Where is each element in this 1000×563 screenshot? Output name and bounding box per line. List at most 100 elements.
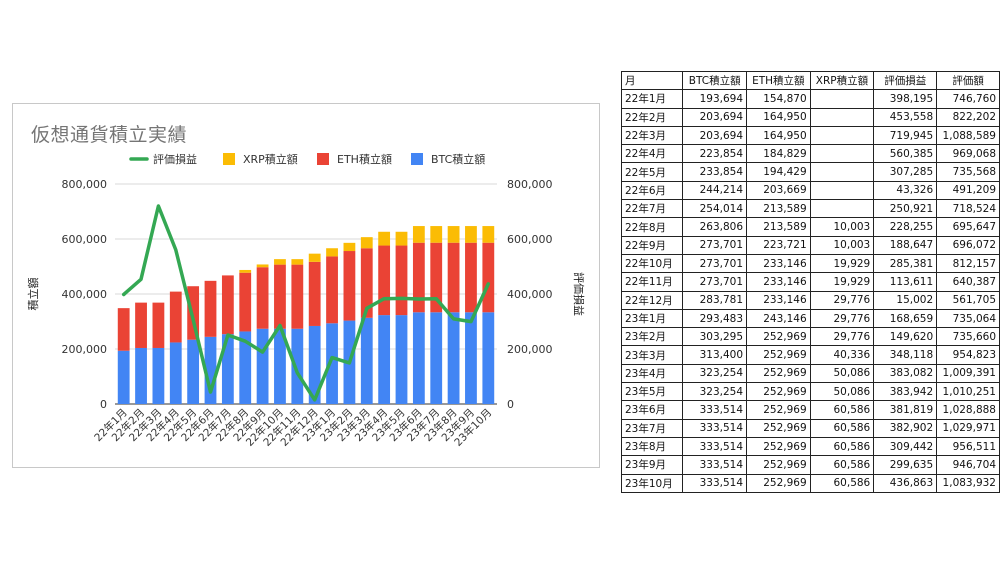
table-cell: 22年12月 [620, 290, 684, 310]
table-cell: 735,568 [936, 162, 1000, 182]
table-cell: 348,118 [873, 345, 938, 365]
table-row: 23年6月 333,514 252,969 60,586 381,819 1,028,88… [620, 400, 1000, 420]
table-cell: 735,064 [936, 308, 1000, 329]
table-cell: 43,326 [873, 180, 938, 201]
table-cell: 23年2月 [620, 327, 684, 347]
table-cell: 223,721 [746, 235, 811, 255]
table-cell: 252,969 [746, 382, 811, 402]
table-cell: 10,003 [809, 235, 875, 255]
legend-label: XRP積立額 [243, 152, 298, 166]
table-cell: 22年9月 [620, 235, 684, 255]
table-cell: 233,854 [682, 162, 747, 182]
table-cell: 23年4月 [620, 363, 684, 384]
table-cell: 60,586 [809, 473, 875, 493]
table-row: 22年4月 223,854 184,829 560,385 969,068 [620, 144, 1000, 164]
bar-xrp [343, 242, 356, 252]
table-cell: 273,701 [682, 235, 747, 255]
table-cell: 969,068 [936, 144, 1000, 164]
table-cell: 149,620 [873, 327, 938, 347]
bar-eth [117, 308, 130, 351]
table-cell: 252,969 [746, 400, 811, 420]
table-body: 22年1月 193,694 154,870 398,195 746,760 22年2月 20… [620, 89, 1000, 493]
bar-btc [256, 328, 269, 404]
table-cell: 60,586 [809, 400, 875, 420]
table-cell: 228,255 [873, 217, 938, 237]
table-cell: 695,647 [936, 217, 1000, 237]
legend-swatch [317, 153, 329, 165]
table-cell: 323,254 [682, 382, 747, 402]
bar-xrp [360, 237, 373, 249]
table-cell: 718,524 [936, 199, 1000, 219]
table-cell [809, 89, 875, 109]
table-cell: 560,385 [873, 144, 938, 164]
table-cell: 719,945 [873, 125, 938, 146]
table-cell: 203,694 [682, 125, 747, 146]
table-cell: 22年11月 [620, 272, 684, 292]
bar-btc [152, 347, 165, 404]
table-cell: 273,701 [682, 253, 747, 274]
bar-btc [135, 347, 147, 404]
table-cell: 640,387 [936, 272, 1000, 292]
table-cell: 233,146 [746, 272, 811, 292]
table-cell: 203,694 [682, 107, 747, 127]
table-cell: 60,586 [809, 418, 875, 438]
table-cell: 307,285 [873, 162, 938, 182]
table-cell: 946,704 [936, 455, 1000, 475]
legend-swatch [411, 153, 423, 165]
table-cell: 1,028,888 [936, 400, 1000, 420]
table-row: 23年1月 293,483 243,146 29,776 168,659 735,064 [620, 308, 1000, 329]
table-cell [809, 180, 875, 201]
legend-label: 評価損益 [153, 152, 197, 166]
table-cell: 299,635 [873, 455, 938, 475]
table-cell: 60,586 [809, 436, 875, 457]
data-table: 月 BTC積立額 ETH積立額 XRP積立額 評価損益 評価額 22年1月 193… [620, 70, 1000, 493]
table-cell: 252,969 [746, 418, 811, 438]
table-cell: 22年6月 [620, 180, 684, 201]
table-cell [809, 107, 875, 127]
table-cell [809, 162, 875, 182]
table-cell: 244,214 [682, 180, 747, 201]
table-cell: 381,819 [873, 400, 938, 420]
table-cell: 333,514 [682, 418, 747, 438]
table-cell: 213,589 [746, 217, 811, 237]
y-tick-label-left: 600,000 [62, 233, 108, 246]
table-cell: 22年7月 [620, 199, 684, 219]
table-cell: 233,146 [746, 253, 811, 274]
table-cell: 22年2月 [620, 107, 684, 127]
header-profit-loss: 評価損益 [873, 70, 938, 91]
table-cell: 453,558 [873, 107, 938, 127]
table-row: 22年2月 203,694 164,950 453,558 822,202 [620, 107, 1000, 127]
y-tick-label-right: 800,000 [507, 178, 553, 191]
table-cell: 735,660 [936, 327, 1000, 347]
table-cell: 23年7月 [620, 418, 684, 438]
table-cell: 491,209 [936, 180, 1000, 201]
header-xrp: XRP積立額 [809, 70, 875, 91]
table-row: 23年9月 333,514 252,969 60,586 299,635 946,704 [620, 455, 1000, 475]
table-cell: 194,429 [746, 162, 811, 182]
bar-btc [204, 336, 217, 404]
bar-btc [187, 339, 200, 404]
chart-plot: 0 0 200,000 200,000 400,000 400,000 600,000 600… [26, 152, 586, 449]
table-cell: 154,870 [746, 89, 811, 109]
table-row: 22年6月 244,214 203,669 43,326 491,209 [620, 180, 1000, 201]
table-cell: 954,823 [936, 345, 1000, 365]
table-cell: 696,072 [936, 235, 1000, 255]
bar-eth [239, 272, 252, 332]
bar-eth [360, 248, 373, 318]
table-cell [809, 125, 875, 146]
table-row: 22年1月 193,694 154,870 398,195 746,760 [620, 89, 1000, 109]
table-row: 23年4月 323,254 252,969 50,086 383,082 1,009,39… [620, 363, 1000, 384]
bar-eth [291, 264, 304, 329]
table-cell: 333,514 [682, 400, 747, 420]
bar-btc [378, 315, 391, 404]
table-cell: 436,863 [873, 473, 938, 493]
bar-btc [360, 317, 373, 404]
table-row: 22年5月 233,854 194,429 307,285 735,568 [620, 162, 1000, 182]
bar-eth [412, 242, 425, 313]
table-cell: 254,014 [682, 199, 747, 219]
table-row: 22年11月 273,701 233,146 19,929 113,611 640,387 [620, 272, 1000, 292]
table-cell: 23年6月 [620, 400, 684, 420]
table-row: 22年3月 203,694 164,950 719,945 1,088,589 [620, 125, 1000, 146]
table-cell: 252,969 [746, 327, 811, 347]
bar-eth [447, 242, 460, 313]
